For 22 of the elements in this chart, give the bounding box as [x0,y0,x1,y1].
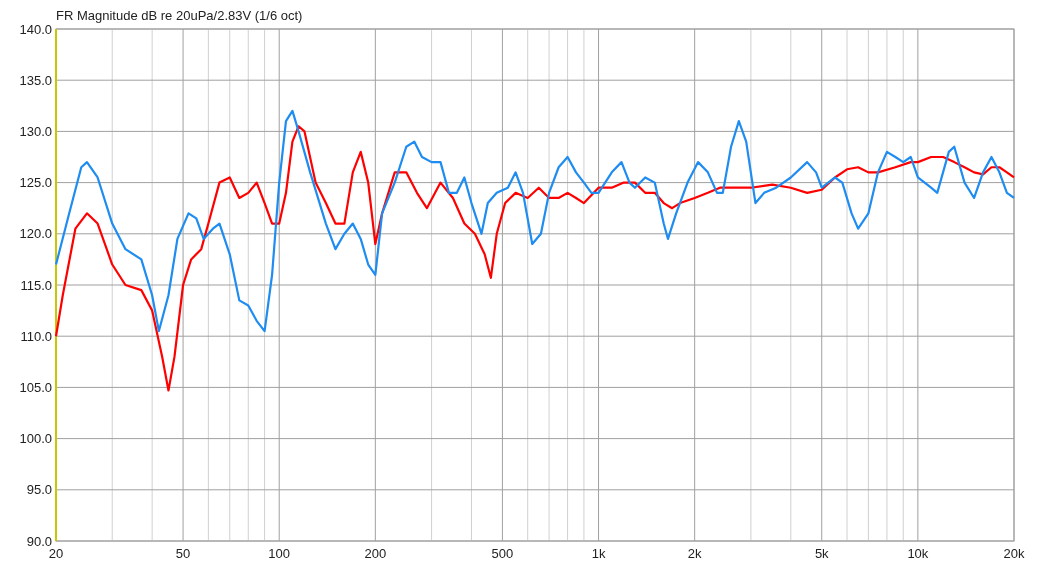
x-tick-label: 1k [591,546,606,561]
y-tick-label: 100.0 [19,431,52,447]
y-tick-label: 115.0 [20,277,52,293]
y-tick-label: 90.0 [26,533,52,549]
x-tick-label: 20 [48,546,64,561]
y-tick-label: 110.0 [20,328,52,344]
y-tick-label: 105.0 [19,379,52,395]
y-tick-label: 95.0 [26,482,52,498]
x-tick-label: 2k [687,546,703,561]
y-tick-label: 140.0 [19,21,52,37]
x-tick-label: 500 [491,546,514,561]
chart-title: FR Magnitude dB re 20uPa/2.83V (1/6 oct) [56,8,303,23]
x-tick-label: 100 [268,546,291,561]
x-tick-label: 50 [175,546,191,561]
x-tick-label: 200 [364,546,387,561]
y-tick-label: 125.0 [19,175,52,191]
y-tick-label: 135.0 [19,72,52,88]
x-tick-label: 5k [814,546,830,561]
x-tick-label: 20k [1003,546,1025,561]
y-tick-label: 130.0 [19,123,52,139]
x-tick-label: 10k [907,546,929,561]
y-tick-label: 120.0 [19,226,52,242]
